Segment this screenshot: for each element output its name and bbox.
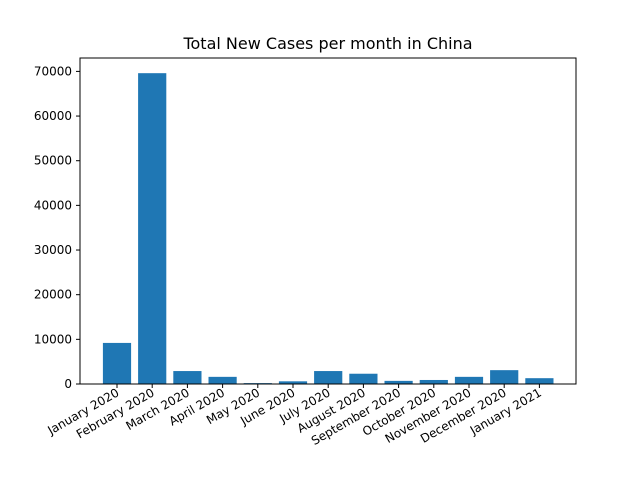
y-tick-label: 10000 <box>34 332 72 346</box>
bars-layer <box>102 73 554 385</box>
bar-6 <box>278 381 308 384</box>
bar-3 <box>173 371 202 384</box>
y-tick-label: 20000 <box>34 288 72 302</box>
y-tick-label: 30000 <box>34 243 72 257</box>
bar-4 <box>208 376 237 384</box>
y-tick-label: 60000 <box>34 109 72 123</box>
plot-frame <box>79 57 577 385</box>
y-tick-label: 50000 <box>34 154 72 168</box>
y-tick-label: 0 <box>64 377 72 391</box>
bar-11 <box>454 376 484 384</box>
y-tick-label: 70000 <box>34 64 72 78</box>
bar-13 <box>525 378 554 384</box>
bar-2 <box>138 73 167 385</box>
bar-9 <box>384 380 413 384</box>
chart-title: Total New Cases per month in China <box>182 34 472 53</box>
bar-12 <box>490 370 519 384</box>
y-tick-label: 40000 <box>34 198 72 212</box>
bar-10 <box>419 379 448 384</box>
bar-7 <box>314 371 343 384</box>
y-axis: 0 10000 20000 30000 40000 50000 60000 70000 <box>34 64 80 391</box>
bar-8 <box>349 373 378 384</box>
bar-1 <box>102 342 132 384</box>
